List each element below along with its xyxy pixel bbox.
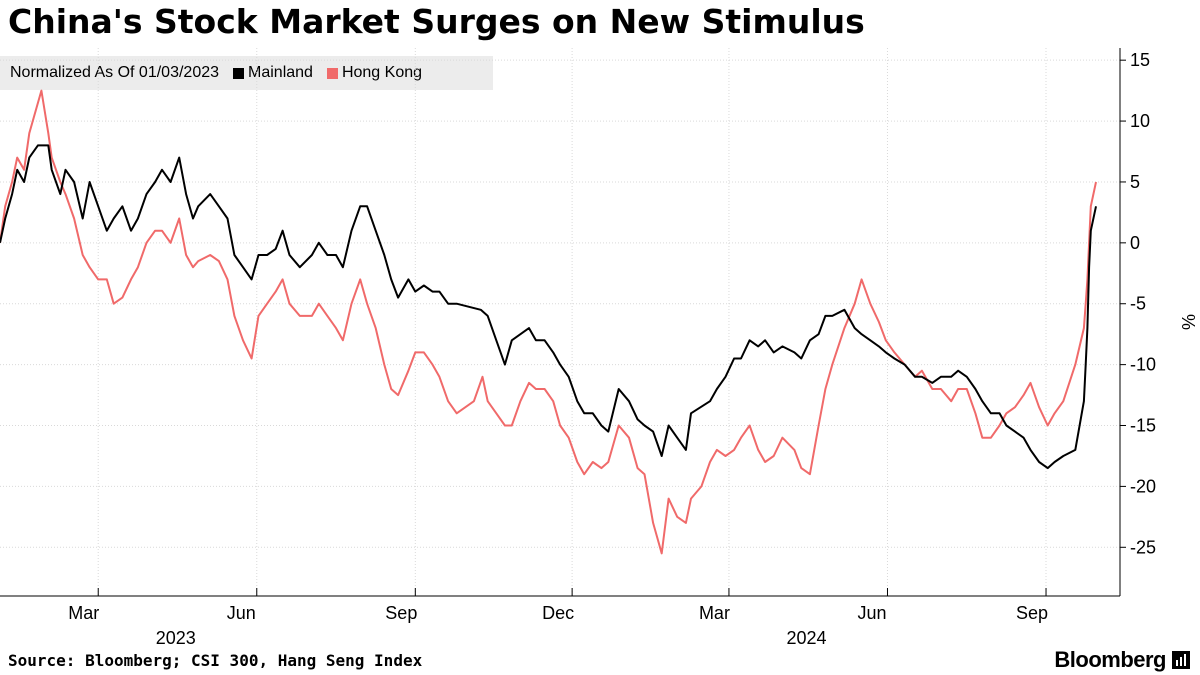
- legend-item-hong-kong: Hong Kong: [326, 64, 423, 82]
- x-year-label: 2023: [156, 628, 196, 648]
- x-tick-label: Jun: [857, 603, 886, 623]
- y-tick-label: 10: [1130, 111, 1150, 131]
- legend: Normalized As Of 01/03/2023 Mainland Hon…: [0, 56, 493, 90]
- bloomberg-logo: Bloomberg: [1054, 647, 1190, 673]
- series-line-hong-kong: [0, 89, 1097, 555]
- x-tick-label: Sep: [385, 603, 417, 623]
- y-tick-label: -20: [1130, 476, 1156, 496]
- legend-swatch-mainland: [233, 67, 245, 79]
- y-unit-label: %: [1178, 314, 1198, 330]
- y-tick-label: -10: [1130, 355, 1156, 375]
- bloomberg-mark-icon: [1172, 651, 1190, 669]
- legend-swatch-hong-kong: [326, 67, 338, 79]
- x-tick-label: Sep: [1016, 603, 1048, 623]
- legend-label-hong-kong: Hong Kong: [341, 64, 423, 81]
- y-tick-label: 15: [1130, 50, 1150, 70]
- x-tick-label: Mar: [699, 603, 730, 623]
- x-year-label: 2024: [786, 628, 826, 648]
- x-tick-label: Jun: [227, 603, 256, 623]
- y-tick-label: -15: [1130, 416, 1156, 436]
- y-tick-label: 5: [1130, 172, 1140, 192]
- legend-label-mainland: Mainland: [248, 64, 313, 81]
- chart-title: China's Stock Market Surges on New Stimu…: [8, 2, 865, 41]
- brand-wordmark: Bloomberg: [1054, 647, 1166, 672]
- legend-item-mainland: Mainland: [233, 64, 313, 82]
- legend-note: Normalized As Of 01/03/2023: [10, 64, 220, 81]
- x-tick-label: Mar: [68, 603, 99, 623]
- y-tick-label: -25: [1130, 537, 1156, 557]
- source-note: Source: Bloomberg; CSI 300, Hang Seng In…: [8, 651, 423, 670]
- x-tick-label: Dec: [542, 603, 574, 623]
- series-line-mainland: [0, 144, 1097, 470]
- y-tick-label: 0: [1130, 233, 1140, 253]
- y-tick-label: -5: [1130, 294, 1146, 314]
